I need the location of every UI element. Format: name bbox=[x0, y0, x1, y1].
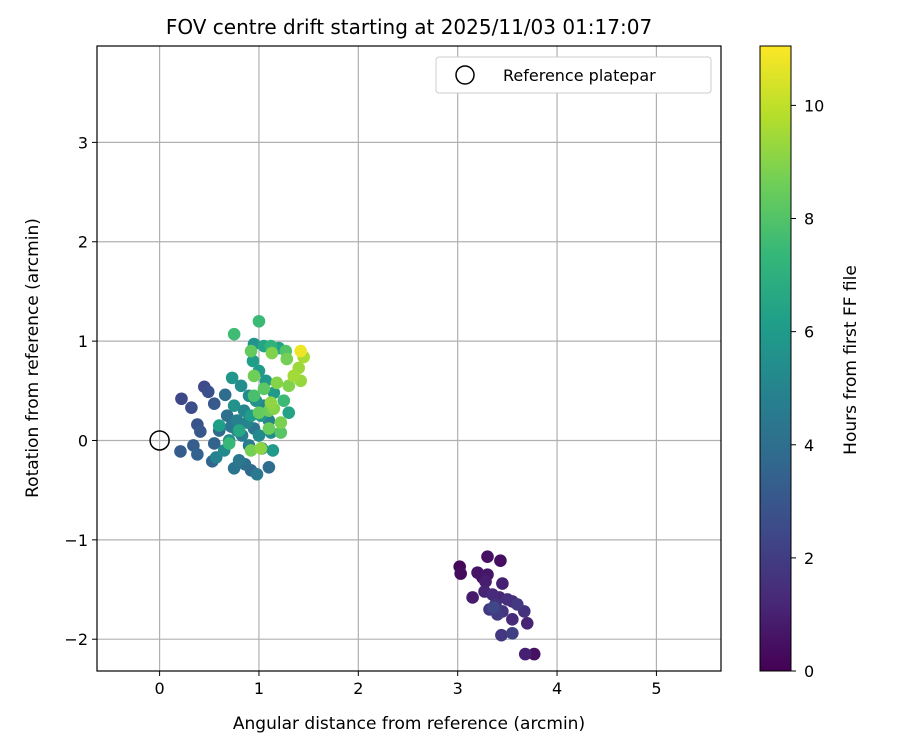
data-point bbox=[227, 399, 241, 412]
x-tick-label: 5 bbox=[651, 679, 661, 698]
y-tick-label: −2 bbox=[64, 630, 88, 649]
data-point bbox=[194, 425, 207, 438]
colorbar-tick-label: 10 bbox=[804, 96, 824, 115]
data-point bbox=[244, 344, 258, 358]
data-point bbox=[207, 397, 221, 411]
legend-box bbox=[435, 56, 712, 94]
data-point bbox=[287, 369, 301, 383]
data-point bbox=[267, 386, 281, 400]
plot-frame bbox=[96, 45, 722, 672]
data-point bbox=[225, 371, 239, 385]
data-point bbox=[212, 419, 226, 432]
data-point bbox=[227, 327, 241, 341]
data-point bbox=[277, 394, 291, 408]
data-point bbox=[496, 577, 509, 590]
x-tick-label: 3 bbox=[453, 679, 463, 698]
data-point bbox=[175, 392, 188, 406]
data-point bbox=[247, 389, 261, 403]
data-point bbox=[501, 593, 514, 606]
y-tick-label: −1 bbox=[64, 531, 88, 550]
colorbar-tick-label: 2 bbox=[804, 549, 814, 568]
data-point bbox=[244, 444, 258, 457]
data-point bbox=[506, 613, 519, 626]
chart-title: FOV centre drift starting at 2025/11/03 … bbox=[166, 15, 652, 39]
data-point bbox=[280, 352, 294, 366]
data-point bbox=[254, 442, 268, 455]
colorbar-tick-label: 4 bbox=[804, 436, 814, 455]
data-point bbox=[511, 598, 524, 611]
colorbar-ticks: 0 2 4 6 8 10 bbox=[791, 96, 824, 681]
x-axis-label: Angular distance from reference (arcmin) bbox=[233, 714, 585, 734]
data-point bbox=[527, 647, 541, 661]
data-point bbox=[234, 379, 248, 393]
data-point bbox=[520, 617, 534, 630]
data-point bbox=[222, 437, 236, 450]
data-point bbox=[246, 354, 260, 368]
data-point bbox=[262, 422, 276, 435]
data-point bbox=[201, 385, 215, 399]
reference-point bbox=[149, 430, 170, 451]
y-tick-label: 2 bbox=[78, 233, 88, 252]
legend-marker bbox=[455, 65, 475, 85]
data-point bbox=[266, 444, 280, 457]
data-point bbox=[247, 369, 261, 383]
data-point bbox=[252, 314, 266, 328]
grid bbox=[97, 46, 721, 671]
data-point bbox=[282, 379, 296, 393]
data-point bbox=[274, 416, 288, 429]
data-point bbox=[274, 426, 288, 439]
data-point bbox=[282, 406, 296, 419]
data-point bbox=[454, 567, 467, 580]
x-tick-label: 2 bbox=[353, 679, 363, 698]
colorbar-tick-label: 8 bbox=[804, 210, 814, 229]
data-point bbox=[494, 554, 507, 568]
scatter-points bbox=[174, 314, 541, 661]
data-point bbox=[270, 376, 284, 390]
data-point bbox=[218, 388, 232, 402]
data-point bbox=[294, 344, 307, 358]
colorbar: 0 2 4 6 8 10 Hours from first FF file bbox=[759, 45, 861, 681]
data-point bbox=[191, 448, 204, 461]
colorbar-tick-label: 6 bbox=[804, 323, 814, 342]
data-point bbox=[262, 461, 276, 474]
legend: Reference platepar bbox=[435, 56, 712, 94]
x-tick-label: 4 bbox=[552, 679, 562, 698]
data-point bbox=[207, 437, 221, 450]
data-point bbox=[487, 601, 500, 614]
data-point bbox=[250, 467, 264, 481]
colorbar-label: Hours from first FF file bbox=[841, 265, 861, 455]
data-point bbox=[174, 445, 187, 458]
data-point bbox=[486, 588, 499, 601]
data-point bbox=[252, 429, 266, 442]
data-point bbox=[495, 628, 508, 642]
data-point bbox=[264, 396, 278, 410]
axis-ticks: 0 1 2 3 4 5 −2 −1 0 1 2 3 bbox=[64, 133, 661, 698]
y-tick-label: 3 bbox=[78, 133, 88, 152]
colorbar-tick-label: 0 bbox=[804, 662, 814, 681]
data-point bbox=[230, 414, 244, 427]
data-point bbox=[479, 575, 492, 588]
x-tick-label: 0 bbox=[155, 679, 165, 698]
data-point bbox=[185, 401, 198, 414]
y-tick-label: 1 bbox=[78, 332, 88, 351]
data-point bbox=[220, 409, 234, 422]
data-point bbox=[257, 382, 271, 396]
data-point bbox=[466, 591, 479, 604]
data-point bbox=[265, 346, 279, 360]
x-tick-label: 1 bbox=[254, 679, 264, 698]
data-point bbox=[252, 406, 266, 419]
data-point bbox=[481, 550, 494, 564]
data-point bbox=[506, 626, 519, 640]
colorbar-gradient bbox=[759, 45, 792, 672]
y-axis-label: Rotation from reference (arcmin) bbox=[23, 218, 43, 498]
y-tick-label: 0 bbox=[78, 431, 88, 450]
data-point bbox=[232, 424, 246, 437]
data-point bbox=[518, 647, 532, 661]
data-point bbox=[232, 454, 246, 467]
legend-label: Reference platepar bbox=[503, 66, 656, 85]
